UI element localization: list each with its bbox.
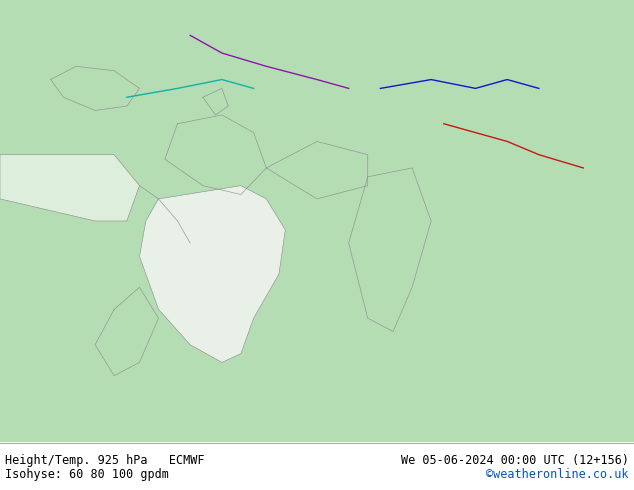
Text: We 05-06-2024 00:00 UTC (12+156): We 05-06-2024 00:00 UTC (12+156) — [401, 454, 629, 467]
Text: Isohyse: 60 80 100 gpdm: Isohyse: 60 80 100 gpdm — [5, 468, 169, 481]
Polygon shape — [0, 155, 139, 221]
Text: Height/Temp. 925 hPa   ECMWF: Height/Temp. 925 hPa ECMWF — [5, 454, 205, 467]
Text: ©weatheronline.co.uk: ©weatheronline.co.uk — [486, 468, 629, 481]
Polygon shape — [139, 186, 285, 363]
